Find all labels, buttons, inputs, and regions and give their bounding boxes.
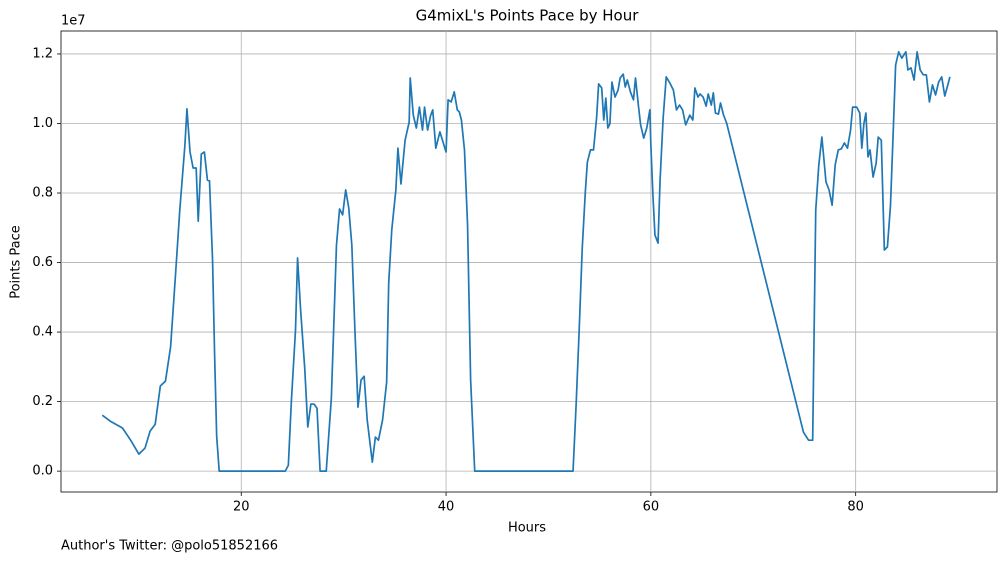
y-tick-label: 0.8 xyxy=(32,186,53,201)
x-tick-label: 80 xyxy=(847,500,864,515)
y-tick-label: 0.0 xyxy=(32,464,53,479)
plot-frame xyxy=(60,30,998,493)
x-tick-label: 60 xyxy=(643,500,660,515)
y-axis-label: Points Pace xyxy=(9,225,24,299)
y-tick-label: 1.0 xyxy=(32,116,53,131)
y-offset-label: 1e7 xyxy=(61,14,86,29)
x-tick-label: 40 xyxy=(438,500,455,515)
y-tick-label: 0.4 xyxy=(32,325,53,340)
y-tick-label: 0.6 xyxy=(32,255,53,270)
y-tick-label: 0.2 xyxy=(32,394,53,409)
y-tick-label: 1.2 xyxy=(32,46,53,61)
footnote: Author's Twitter: @polo51852166 xyxy=(61,539,278,554)
chart-title: G4mixL's Points Pace by Hour xyxy=(416,7,640,25)
x-tick-label: 20 xyxy=(233,500,250,515)
data-line xyxy=(101,51,951,472)
x-axis-label: Hours xyxy=(508,521,546,536)
